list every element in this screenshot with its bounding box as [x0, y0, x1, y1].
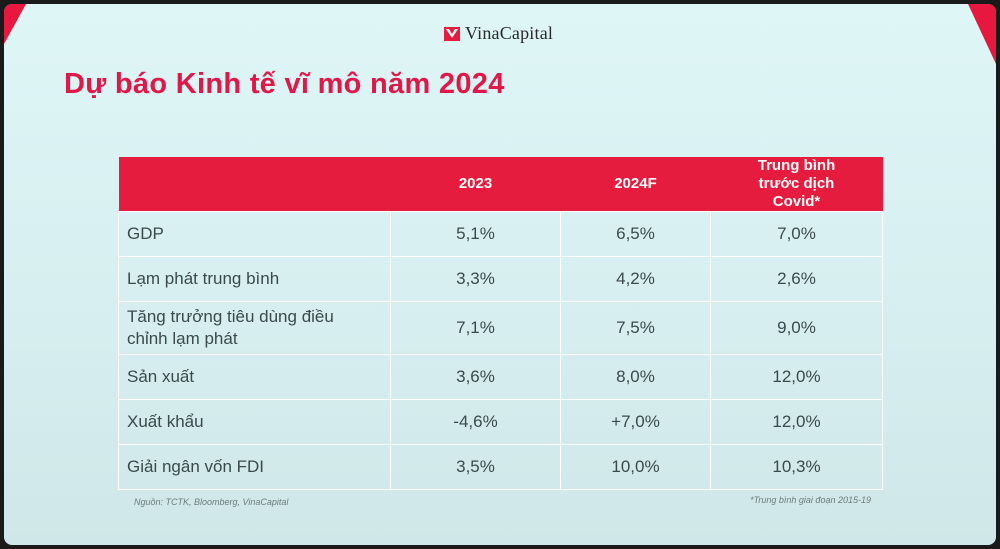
cell-pre-covid: 12,0% [710, 354, 883, 400]
footnote: *Trung bình giai đoạn 2015-19 [750, 495, 871, 505]
cell-pre-covid: 2,6% [710, 256, 883, 302]
header-pre-covid: Trung bình trước dịch Covid* [757, 157, 836, 210]
row-label: Giải ngân vốn FDI [118, 444, 391, 490]
cell-2024f: 6,5% [560, 211, 711, 257]
slide-title: Dự báo Kinh tế vĩ mô năm 2024 [64, 68, 505, 100]
table-row: Xuất khẩu -4,6% +7,0% 12,0% [118, 399, 883, 445]
cell-2024f: +7,0% [560, 399, 711, 445]
table-row: Sản xuất 3,6% 8,0% 12,0% [118, 354, 883, 400]
table-row: Tăng trưởng tiêu dùng điều chỉnh lạm phá… [118, 301, 883, 355]
brand-logo: VinaCapital [444, 23, 553, 44]
header-2024f: 2024F [614, 175, 657, 192]
table-header-row: 2023 2024F Trung bình trước dịch Covid* [118, 157, 883, 212]
slide: VinaCapital Dự báo Kinh tế vĩ mô năm 202… [4, 4, 996, 545]
cell-2023: 7,1% [390, 301, 561, 355]
cell-2024f: 8,0% [560, 354, 711, 400]
forecast-table: 2023 2024F Trung bình trước dịch Covid* … [118, 157, 883, 490]
cell-2023: 3,3% [390, 256, 561, 302]
cell-2024f: 4,2% [560, 256, 711, 302]
cell-2024f: 7,5% [560, 301, 711, 355]
header-2023: 2023 [458, 175, 493, 192]
cell-pre-covid: 12,0% [710, 399, 883, 445]
cell-pre-covid: 9,0% [710, 301, 883, 355]
cell-pre-covid: 7,0% [710, 211, 883, 257]
table-row: Giải ngân vốn FDI 3,5% 10,0% 10,3% [118, 444, 883, 490]
header-indicator [119, 157, 391, 212]
source-note: Nguồn: TCTK, Bloomberg, VinaCapital [134, 497, 289, 507]
cell-2024f: 10,0% [560, 444, 711, 490]
cell-2023: 3,6% [390, 354, 561, 400]
row-label: Xuất khẩu [118, 399, 391, 445]
corner-accent-left [4, 4, 26, 44]
cell-2023: 5,1% [390, 211, 561, 257]
brand-name: VinaCapital [465, 23, 554, 43]
row-label: Sản xuất [118, 354, 391, 400]
table-row: Lạm phát trung bình 3,3% 4,2% 2,6% [118, 256, 883, 302]
table-row: GDP 5,1% 6,5% 7,0% [118, 211, 883, 257]
row-label: Tăng trưởng tiêu dùng điều chỉnh lạm phá… [118, 301, 391, 355]
vinacapital-logo-icon [444, 26, 460, 41]
corner-accent-right [968, 4, 996, 64]
cell-2023: -4,6% [390, 399, 561, 445]
cell-pre-covid: 10,3% [710, 444, 883, 490]
cell-2023: 3,5% [390, 444, 561, 490]
row-label: Lạm phát trung bình [118, 256, 391, 302]
row-label: GDP [118, 211, 391, 257]
